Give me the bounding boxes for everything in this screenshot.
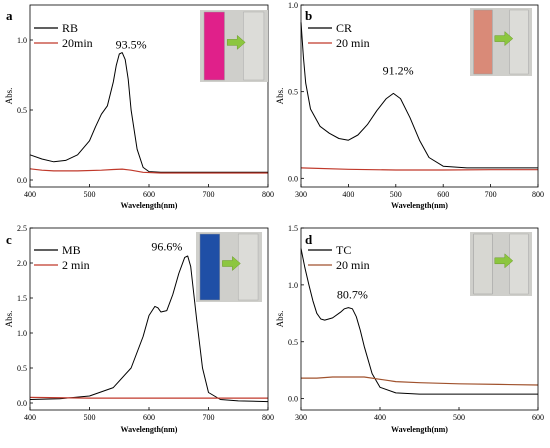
series-line-after	[300, 167, 538, 171]
x-tick-label: 600	[143, 190, 155, 199]
arrow-right-icon	[494, 31, 514, 47]
x-tick-label: 500	[390, 190, 402, 199]
legend-entry: 2 min	[62, 258, 90, 272]
x-axis-label: Wavelength(nm)	[391, 201, 448, 210]
x-axis-label: Wavelength(nm)	[391, 425, 448, 434]
x-tick-label: 400	[24, 190, 36, 199]
x-tick-label: 600	[143, 413, 155, 422]
legend-entry: MB	[62, 243, 81, 257]
x-tick-label: 500	[453, 413, 465, 422]
vial-before	[203, 11, 225, 81]
legend-entry: CR	[336, 21, 352, 35]
x-tick-label: 700	[203, 413, 215, 422]
y-axis-label: Abs.	[4, 88, 14, 105]
vial-after	[237, 233, 259, 301]
vial-photo-inset	[470, 8, 532, 76]
vial-photo-inset	[200, 10, 268, 82]
panel-label: c	[6, 232, 12, 247]
plot-frame	[300, 227, 539, 411]
vial-before	[473, 233, 493, 295]
x-tick-label: 700	[485, 190, 497, 199]
legend-entry: RB	[62, 21, 78, 35]
y-tick-label: 1.0	[17, 329, 27, 338]
arrow-right-icon	[226, 34, 246, 50]
series-line-after	[29, 396, 268, 399]
x-tick-label: 500	[84, 190, 96, 199]
x-tick-label: 600	[532, 413, 544, 422]
y-tick-label: 0.5	[17, 106, 27, 115]
y-tick-label: 0.0	[17, 176, 27, 185]
y-tick-label: 1.0	[288, 281, 298, 290]
arrow-right-icon	[494, 253, 514, 269]
vial-before	[473, 9, 493, 75]
legend-entry: TC	[336, 243, 351, 257]
panel-d: 300 400 500 600 0.0 0.5 1.0 1.5 Wavelength(nm) Ab…	[275, 224, 544, 434]
x-tick-label: 400	[342, 190, 354, 199]
x-tick-label: 300	[295, 413, 307, 422]
x-axis-label: Wavelength(nm)	[121, 201, 178, 210]
y-tick-label: 1.5	[17, 294, 27, 303]
series-line-before	[300, 248, 538, 395]
panel-label: a	[6, 8, 13, 23]
y-axis-label: Abs.	[4, 311, 14, 328]
y-tick-label: 1.0	[288, 1, 298, 10]
x-tick-label: 400	[24, 413, 36, 422]
legend-entry: 20 min	[336, 36, 370, 50]
series-line-before	[29, 255, 269, 403]
annotation-label: 80.7%	[337, 288, 368, 302]
y-tick-label: 0.0	[17, 399, 27, 408]
panel-label: d	[305, 232, 313, 247]
y-tick-label: 1.0	[17, 36, 27, 45]
x-tick-label: 300	[295, 190, 307, 199]
legend-entry: 20min	[62, 36, 93, 50]
vial-before	[199, 233, 221, 301]
vial-photo-inset	[470, 232, 532, 296]
panel-c: 400 500 600 700 800 0.0 0.5 1.0 1.5 2.0 2.5 Wavelen…	[4, 224, 274, 434]
x-tick-label: 800	[532, 190, 544, 199]
annotation-label: 91.2%	[383, 63, 414, 77]
series-line-after	[29, 168, 268, 174]
y-axis-label: Abs.	[275, 88, 285, 105]
y-tick-label: 0.5	[288, 338, 298, 347]
x-tick-label: 600	[437, 190, 449, 199]
y-tick-label: 0.5	[288, 88, 298, 97]
y-tick-label: 1.5	[288, 224, 298, 233]
y-tick-label: 2.5	[17, 224, 27, 233]
x-tick-label: 800	[262, 413, 274, 422]
x-tick-label: 400	[374, 413, 386, 422]
vial-after	[243, 11, 265, 81]
panel-b: 300 400 500 600 700 800 0.0 0.5 1.0 Wavelength(nm…	[275, 1, 544, 210]
arrow-right-icon	[222, 255, 241, 272]
y-tick-label: 0.0	[288, 174, 298, 183]
plot-frame	[300, 4, 539, 188]
y-tick-label: 0.5	[17, 364, 27, 373]
y-tick-label: 2.0	[17, 259, 27, 268]
annotation-label: 93.5%	[116, 37, 147, 51]
vial-photo-inset	[196, 232, 262, 302]
x-tick-label: 500	[84, 413, 96, 422]
panel-label: b	[305, 8, 312, 23]
y-tick-label: 0.0	[288, 395, 298, 404]
x-tick-label: 700	[203, 190, 215, 199]
x-axis-label: Wavelength(nm)	[121, 425, 178, 434]
annotation-label: 96.6%	[151, 239, 182, 253]
vial-after	[509, 9, 529, 75]
series-line-after	[301, 376, 539, 386]
vial-after	[509, 233, 529, 295]
y-axis-label: Abs.	[275, 311, 285, 328]
series-line-before	[29, 52, 268, 173]
legend-entry: 20 min	[336, 258, 370, 272]
series-line-before	[300, 22, 538, 169]
panel-a: 400 500 600 700 800 0.0 0.5 1.0 Wavelength(nm) Ab…	[4, 4, 274, 210]
x-tick-label: 800	[262, 190, 274, 199]
